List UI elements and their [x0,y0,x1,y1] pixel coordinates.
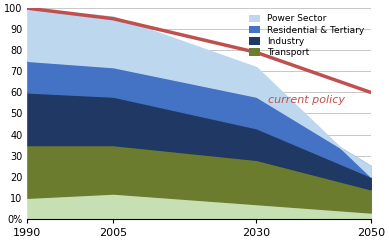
Legend: Power Sector, Residential & Tertiary, Industry, Transport: Power Sector, Residential & Tertiary, In… [247,13,366,59]
Text: current policy: current policy [268,95,345,105]
